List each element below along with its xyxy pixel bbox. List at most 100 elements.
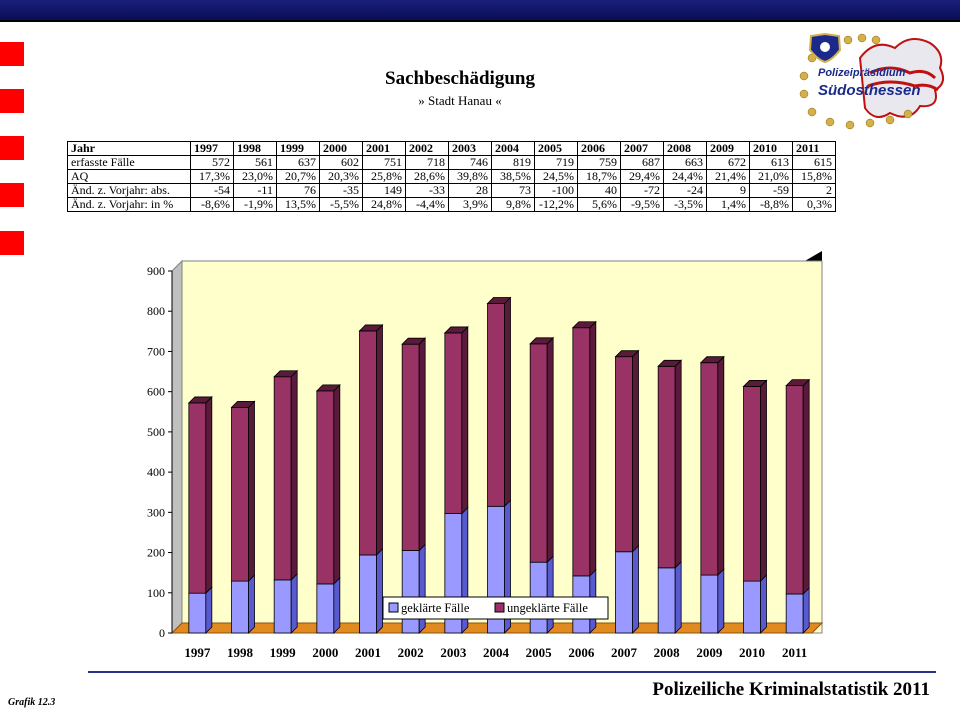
bar-side	[205, 586, 213, 634]
bar-top	[614, 350, 640, 358]
police-logo	[799, 32, 945, 130]
x-tick-label: 1998	[227, 645, 254, 660]
bar-top	[657, 359, 683, 367]
table-cell: 40	[577, 183, 621, 198]
bar-geklaert	[785, 593, 804, 634]
x-tick-label: 2007	[611, 645, 638, 660]
table-cell: 561	[233, 155, 277, 170]
footer-line	[88, 671, 936, 673]
bar-top	[699, 356, 725, 364]
table-cell: 15,8%	[792, 169, 836, 184]
table-cell: -8,6%	[190, 197, 234, 212]
bar-geklaert	[657, 567, 676, 634]
bar-side	[632, 544, 639, 634]
table-cell: 21,0%	[749, 169, 793, 184]
bar-side	[632, 349, 639, 553]
table-cell: 24,8%	[362, 197, 406, 212]
y-tick-label: 500	[147, 425, 165, 439]
bar-geklaert	[273, 579, 292, 634]
table-cell: 18,7%	[577, 169, 621, 184]
table-cell: -4,4%	[405, 197, 449, 212]
bar-top	[785, 379, 811, 387]
bar-side	[589, 320, 597, 577]
y-tick-label: 400	[147, 465, 165, 479]
bar-ungeklaert	[401, 343, 420, 551]
x-tick-label: 2001	[355, 645, 381, 660]
bar-top	[529, 337, 555, 345]
table-cell: 28	[448, 183, 492, 198]
table-cell: 602	[319, 155, 363, 170]
table-corner: Jahr	[67, 141, 191, 156]
x-tick-label: 2000	[312, 645, 338, 660]
bar-side	[205, 395, 213, 595]
bar-geklaert	[188, 592, 207, 634]
table-cell: 9,8%	[491, 197, 535, 212]
table-cell: -12,2%	[534, 197, 578, 212]
bar-top	[742, 380, 768, 387]
bar-side	[376, 548, 383, 634]
legend-swatch	[494, 602, 505, 613]
table-cell: 25,8%	[362, 169, 406, 184]
bar-side	[333, 383, 341, 585]
bar-side	[674, 359, 682, 569]
table-row-label: AQ	[67, 169, 191, 184]
table-row: Änd. z. Vorjahr: in % -8,6% -1,9% 13,5% -5,5…	[67, 197, 836, 212]
logo-line2: Südosthessen	[818, 82, 921, 99]
y-tick-label: 100	[147, 586, 165, 600]
table-cell: 5,6%	[577, 197, 621, 212]
table-year-header: 1997	[190, 141, 234, 156]
red-square-1	[0, 42, 24, 66]
table-cell: 718	[405, 155, 449, 170]
bar-side	[717, 568, 725, 634]
table-cell: 13,5%	[276, 197, 320, 212]
table-cell: 613	[749, 155, 793, 170]
table-cell: 38,5%	[491, 169, 535, 184]
bar-geklaert	[700, 574, 719, 634]
bar-top	[401, 337, 427, 345]
y-tick-label: 0	[159, 626, 165, 640]
x-tick-label: 2006	[568, 645, 595, 660]
table-cell: 17,3%	[190, 169, 234, 184]
footer-title: Polizeiliche Kriminalstatistik 2011	[652, 679, 930, 700]
table-cell: -11	[233, 183, 277, 198]
table-row: AQ 17,3% 23,0% 20,7% 20,3% 25,8% 28,6% 39,8% 38,…	[67, 169, 836, 184]
table-cell: 29,4%	[620, 169, 664, 184]
table-cell: 76	[276, 183, 320, 198]
table-year-header: 2007	[620, 141, 664, 156]
table-year-header: 2005	[534, 141, 578, 156]
table-cell: 21,4%	[706, 169, 750, 184]
x-tick-label: 2008	[654, 645, 681, 660]
table-cell: 672	[706, 155, 750, 170]
table-year-header: 2003	[448, 141, 492, 156]
bar-side	[546, 336, 554, 564]
table-cell: 663	[663, 155, 707, 170]
table-cell: -24	[663, 183, 707, 198]
bar-side	[418, 337, 426, 552]
red-square-3	[0, 136, 24, 160]
table-cell: -54	[190, 183, 234, 198]
table-cell: 28,6%	[405, 169, 449, 184]
table-cell: -9,5%	[620, 197, 664, 212]
y-tick-label: 300	[147, 505, 165, 519]
table-cell: 751	[362, 155, 406, 170]
table-year-header: 2001	[362, 141, 406, 156]
bar-chart: 0 100 200 300 400 500 600 700 800 900 1997 1998 1999…	[147, 251, 824, 660]
bar-ungeklaert	[743, 386, 761, 582]
x-tick-label: 2009	[696, 645, 723, 660]
bar-ungeklaert	[572, 327, 591, 577]
bar-side	[674, 560, 682, 634]
bar-top	[273, 370, 299, 378]
grafik-label: Grafik 12.3	[8, 697, 56, 708]
table-cell: -100	[534, 183, 578, 198]
bar-side	[248, 574, 255, 634]
bar-ungeklaert	[231, 406, 249, 582]
table-cell: 24,4%	[663, 169, 707, 184]
bar-side	[418, 543, 426, 634]
y-tick-label: 200	[147, 546, 165, 560]
red-square-5	[0, 231, 24, 255]
table-year-header: 2006	[577, 141, 621, 156]
table-cell: 20,7%	[276, 169, 320, 184]
legend-label: ungeklärte Fälle	[507, 601, 588, 615]
legend-swatch	[388, 602, 399, 613]
bar-geklaert	[231, 580, 249, 634]
